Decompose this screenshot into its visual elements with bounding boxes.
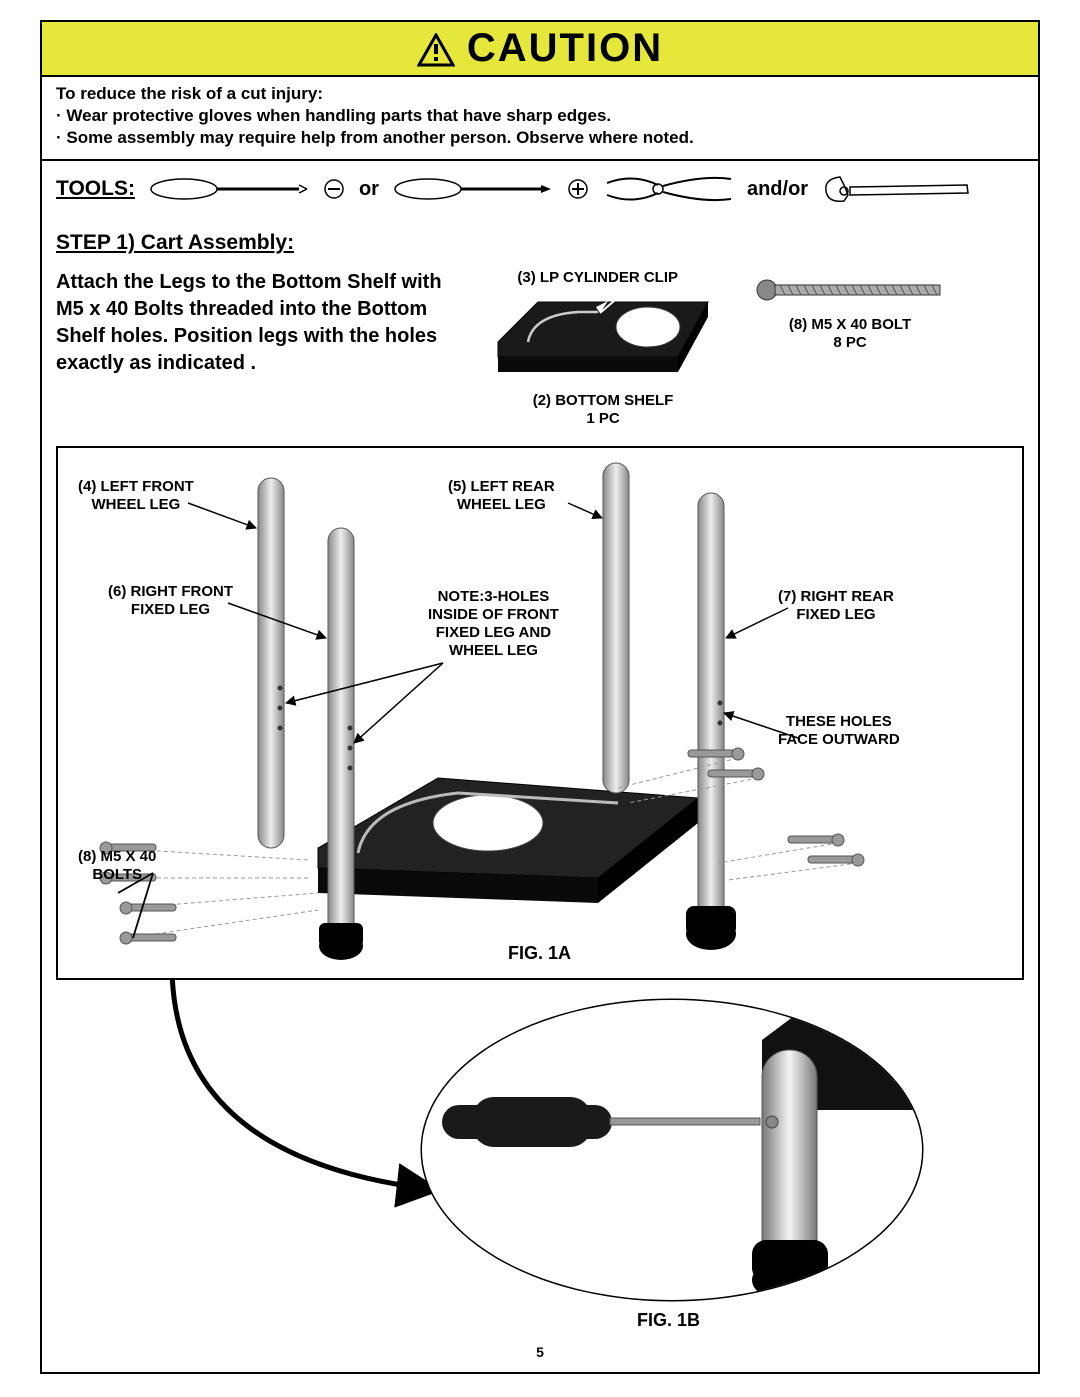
tools-label: TOOLS: (56, 177, 135, 201)
caution-body: To reduce the risk of a cut injury: · We… (42, 77, 1038, 161)
callout-left-front: (4) LEFT FRONT WHEEL LEG (78, 478, 194, 514)
clip-label: (3) LP CYLINDER CLIP (478, 269, 728, 287)
figure-1a-box: (4) LEFT FRONT WHEEL LEG (6) RIGHT FRONT… (56, 446, 1024, 980)
fig-1a-caption: FIG. 1A (508, 943, 571, 964)
tools-or: or (359, 178, 379, 201)
bolt-icon (755, 275, 945, 305)
bolt-label: (8) M5 X 40 BOLT 8 PC (750, 316, 950, 352)
callout-holes: THESE HOLES FACE OUTWARD (778, 713, 900, 749)
figure-1b-diagram (42, 980, 1042, 1340)
phillips-screwdriver-icon (393, 172, 553, 206)
bottom-shelf-part: (3) LP CYLINDER CLIP (2) BOTTOM SHELF 1 … (478, 269, 728, 428)
bolt-part: (8) M5 X 40 BOLT 8 PC (750, 275, 950, 352)
caution-line1: · Wear protective gloves when handling p… (56, 105, 1024, 127)
shelf-label: (2) BOTTOM SHELF 1 PC (478, 392, 728, 428)
callout-note: NOTE:3-HOLES INSIDE OF FRONT FIXED LEG A… (428, 588, 559, 660)
fig-1b-caption: FIG. 1B (637, 1310, 700, 1331)
tools-row: TOOLS: or and/or (42, 161, 1038, 221)
caution-text: CAUTION (467, 26, 663, 70)
flat-tip-icon (323, 178, 345, 200)
warning-icon (417, 33, 455, 67)
callout-left-rear: (5) LEFT REAR WHEEL LEG (448, 478, 555, 514)
callout-right-front: (6) RIGHT FRONT FIXED LEG (108, 583, 233, 619)
callout-bolts: (8) M5 X 40 BOLTS (78, 848, 156, 884)
caution-intro: To reduce the risk of a cut injury: (56, 83, 1024, 105)
step-title: STEP 1) Cart Assembly: (56, 231, 1024, 255)
pliers-icon (603, 169, 733, 209)
tools-andor: and/or (747, 178, 808, 201)
page-frame: CAUTION To reduce the risk of a cut inju… (40, 20, 1040, 1374)
step-instructions: Attach the Legs to the Bottom Shelf with… (56, 269, 456, 377)
step-area: STEP 1) Cart Assembly: Attach the Legs t… (42, 221, 1038, 428)
bottom-shelf-icon (488, 287, 718, 387)
caution-banner: CAUTION (42, 22, 1038, 77)
phillips-tip-icon (567, 178, 589, 200)
flathead-screwdriver-icon (149, 172, 309, 206)
wrench-icon (822, 169, 972, 209)
page-number: 5 (42, 1340, 1038, 1372)
figure-1b-wrap: FIG. 1B (42, 980, 1038, 1340)
callout-right-rear: (7) RIGHT REAR FIXED LEG (778, 588, 894, 624)
caution-line2: · Some assembly may require help from an… (56, 127, 1024, 149)
